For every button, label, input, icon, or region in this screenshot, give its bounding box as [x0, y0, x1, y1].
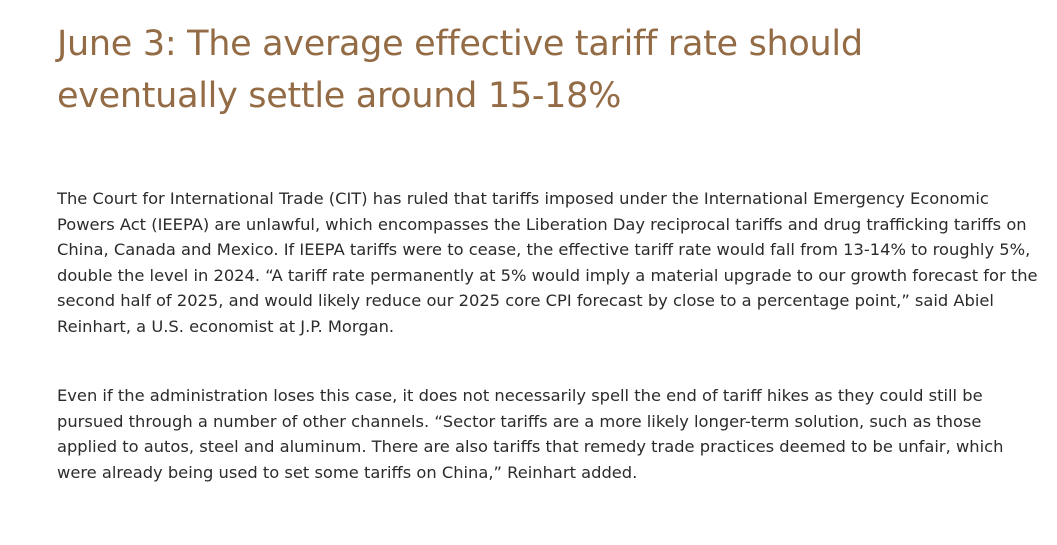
- article-paragraph-2: Even if the administration loses this ca…: [57, 383, 1042, 485]
- article: June 3: The average effective tariff rat…: [57, 18, 1047, 485]
- article-paragraph-1: The Court for International Trade (CIT) …: [57, 186, 1042, 339]
- article-headline: June 3: The average effective tariff rat…: [57, 18, 1047, 122]
